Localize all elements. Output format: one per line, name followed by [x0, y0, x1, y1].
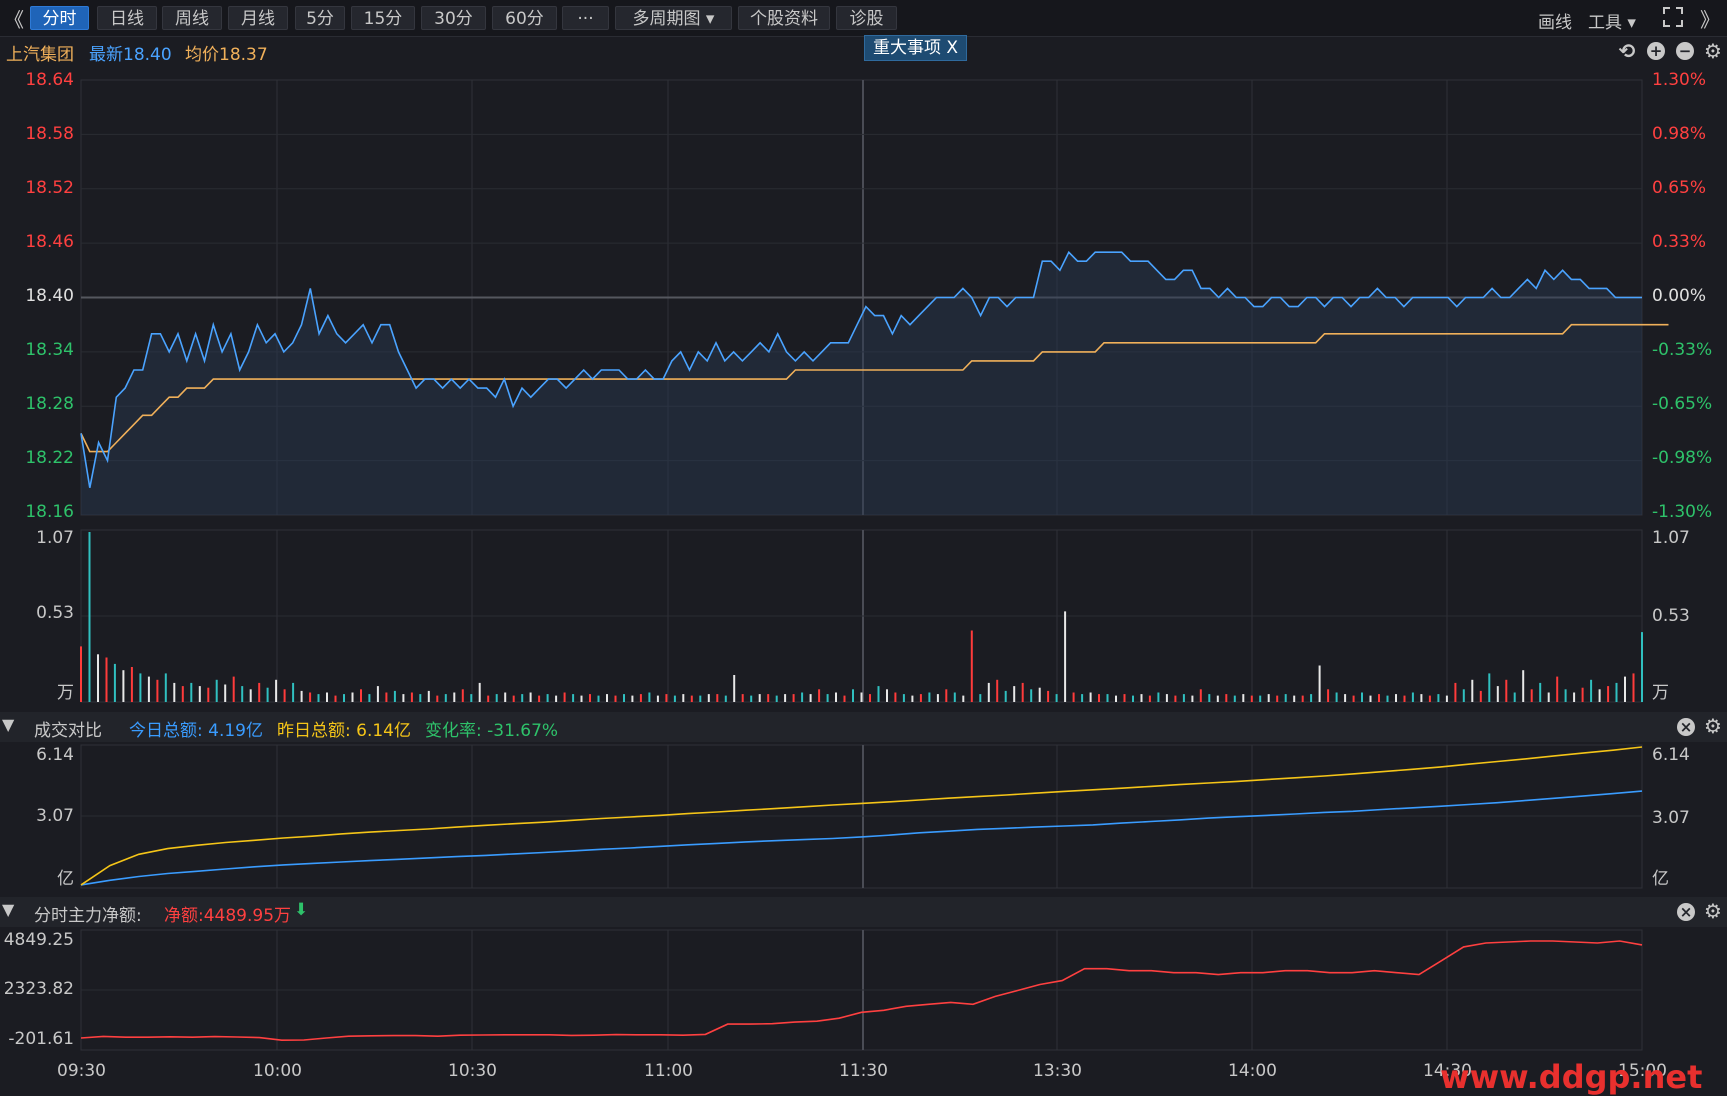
price-line — [80, 250, 1642, 488]
price-area-fill — [81, 252, 1642, 515]
zoom-in-icon[interactable]: + — [1647, 42, 1665, 60]
netflow-panel-header: ▼ 分时主力净额: 净额:4489.95万 ⬇ × ⚙ — [0, 897, 1727, 927]
netflow-panel-title: 分时主力净额: — [34, 906, 142, 926]
netflow-axis-tick: 2323.82 — [3, 979, 74, 999]
watermark: www.ddgp.net — [1440, 1058, 1703, 1096]
turnover-unit-label: 亿 — [57, 869, 74, 889]
time-axis-label: 15:00 — [1618, 1061, 1667, 1081]
tab-daily[interactable]: 日线 — [97, 6, 157, 30]
turnover-axis-tick-right: 6.14 — [1652, 745, 1690, 765]
price-axis-tick: 18.46 — [25, 232, 74, 252]
panel-settings-icon[interactable]: ⚙ — [1704, 714, 1722, 738]
time-axis-label: 14:30 — [1423, 1061, 1472, 1081]
volume-unit-label: 万 — [57, 683, 74, 703]
tab-intraday[interactable]: 分时 — [30, 6, 89, 30]
close-panel-icon[interactable]: × — [1677, 903, 1695, 921]
today-turnover-label: 今日总额: 4.19亿 — [129, 721, 263, 741]
time-axis-label: 10:30 — [448, 1061, 497, 1081]
collapse-panel-icon[interactable]: ▼ — [2, 900, 15, 919]
volume-unit-label-right: 万 — [1652, 683, 1669, 703]
tab-diagnosis[interactable]: 诊股 — [836, 6, 897, 30]
percent-axis-tick: 1.30% — [1652, 70, 1707, 90]
price-axis-tick: 18.64 — [25, 70, 74, 90]
tab-15min[interactable]: 15分 — [351, 6, 415, 30]
volume-axis-tick: 0.53 — [36, 603, 74, 623]
reset-icon[interactable]: ⟲ — [1618, 39, 1636, 63]
yesterday-turnover-line — [80, 746, 1643, 886]
draw-line-button[interactable]: 画线 — [1538, 13, 1572, 33]
average-price: 均价18.37 — [185, 45, 268, 65]
percent-axis-tick: -1.30% — [1652, 502, 1713, 522]
collapse-panel-icon[interactable]: ▼ — [2, 715, 15, 734]
price-axis-tick: 18.34 — [25, 340, 74, 360]
expand-right-icon[interactable]: 》 — [1700, 8, 1720, 32]
netflow-axis-tick: 4849.25 — [3, 930, 74, 950]
volume-axis-tick-right: 0.53 — [1652, 606, 1690, 626]
volume-axis-tick: 1.07 — [36, 528, 74, 548]
change-rate-label: 变化率: -31.67% — [425, 721, 559, 741]
fullscreen-icon[interactable] — [1662, 6, 1684, 28]
tab-monthly[interactable]: 月线 — [228, 6, 288, 30]
time-axis-label: 09:30 — [57, 1061, 106, 1081]
tab-5min[interactable]: 5分 — [295, 6, 345, 30]
percent-axis-tick: 0.00% — [1652, 286, 1707, 306]
price-axis-tick: 18.22 — [25, 448, 74, 468]
tab-weekly[interactable]: 周线 — [162, 6, 222, 30]
down-arrow-icon: ⬇ — [294, 900, 309, 920]
time-axis-label: 10:00 — [253, 1061, 302, 1081]
time-axis-label: 11:30 — [839, 1061, 888, 1081]
turnover-panel-title: 成交对比 — [34, 721, 102, 741]
price-axis-tick: 18.28 — [25, 394, 74, 414]
price-axis-tick: 18.58 — [25, 124, 74, 144]
percent-axis-tick: 0.98% — [1652, 124, 1707, 144]
close-panel-icon[interactable]: × — [1677, 718, 1695, 736]
percent-axis-tick: -0.33% — [1652, 340, 1713, 360]
tab-multi-period[interactable]: 多周期图 ▾ — [615, 6, 732, 30]
turnover-unit-label-right: 亿 — [1652, 869, 1669, 889]
netflow-line — [80, 940, 1643, 1042]
percent-axis-tick: -0.65% — [1652, 394, 1713, 414]
percent-axis-tick: 0.65% — [1652, 178, 1707, 198]
volume-axis-tick-right: 1.07 — [1652, 528, 1690, 548]
price-axis-tick: 18.16 — [25, 502, 74, 522]
turnover-axis-tick-right: 3.07 — [1652, 808, 1690, 828]
average-price-line — [80, 323, 1669, 453]
price-axis-tick: 18.40 — [25, 286, 74, 306]
settings-icon[interactable]: ⚙ — [1704, 39, 1722, 63]
turnover-axis-tick: 6.14 — [36, 745, 74, 765]
major-event-badge[interactable]: 重大事项 X — [864, 35, 968, 61]
today-turnover-line — [80, 790, 1643, 886]
tab-more[interactable]: ··· — [562, 6, 609, 30]
tab-60min[interactable]: 60分 — [492, 6, 557, 30]
period-toolbar: 《 分时 日线 周线 月线 5分 15分 30分 60分 ··· 多周期图 ▾ 个股资料 诊股 画线 … — [0, 0, 1727, 37]
zoom-out-icon[interactable]: − — [1676, 42, 1694, 60]
time-axis-label: 13:30 — [1033, 1061, 1082, 1081]
stock-name: 上汽集团 — [6, 45, 74, 65]
yesterday-turnover-label: 昨日总额: 6.14亿 — [277, 721, 411, 741]
collapse-left-icon[interactable]: 《 — [4, 8, 24, 32]
time-axis-label: 14:00 — [1228, 1061, 1277, 1081]
turnover-panel-header: ▼ 成交对比 今日总额: 4.19亿 昨日总额: 6.14亿 变化率: -31.… — [0, 712, 1727, 742]
tab-stock-info[interactable]: 个股资料 — [738, 6, 830, 30]
time-axis-label: 11:00 — [644, 1061, 693, 1081]
net-amount-label: 净额:4489.95万 — [164, 906, 292, 926]
panel-settings-icon[interactable]: ⚙ — [1704, 899, 1722, 923]
percent-axis-tick: -0.98% — [1652, 448, 1713, 468]
price-axis-tick: 18.52 — [25, 178, 74, 198]
percent-axis-tick: 0.33% — [1652, 232, 1707, 252]
latest-price: 最新18.40 — [89, 45, 172, 65]
tools-menu-button[interactable]: 工具 ▾ — [1588, 13, 1636, 33]
turnover-axis-tick: 3.07 — [36, 806, 74, 826]
tab-30min[interactable]: 30分 — [421, 6, 486, 30]
netflow-axis-tick: -201.61 — [8, 1029, 74, 1049]
